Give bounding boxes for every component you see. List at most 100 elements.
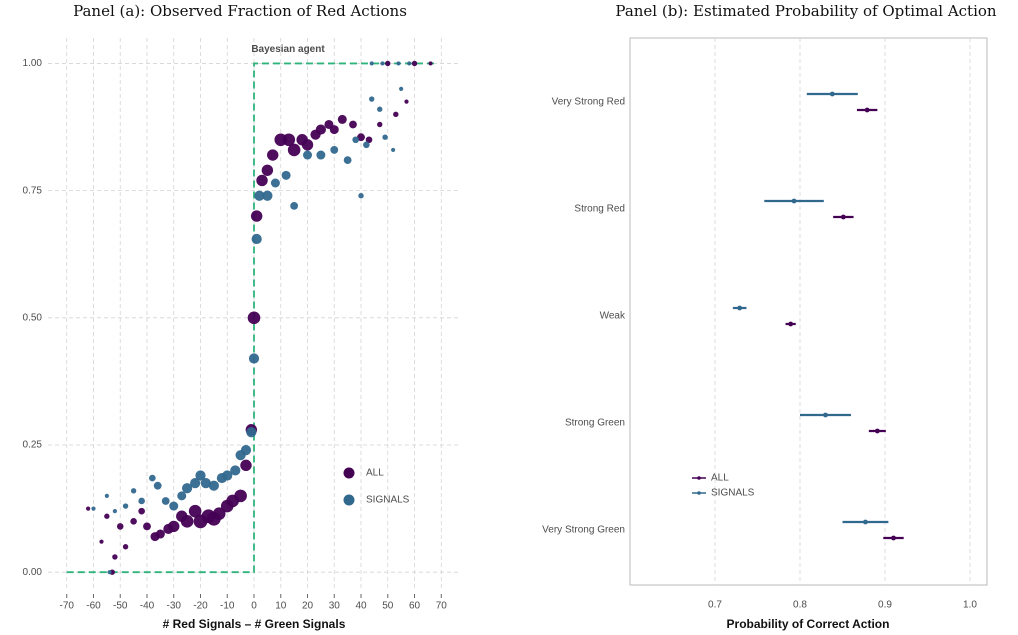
bubble [86, 506, 91, 511]
bubble [130, 488, 137, 494]
legend-label: ALL [711, 473, 729, 484]
bubble [357, 133, 365, 142]
x-tick-label: 0.8 [793, 600, 807, 611]
x-axis-title: Probability of Correct Action [727, 617, 890, 631]
bubble [182, 483, 193, 494]
point [840, 214, 846, 220]
bubble [337, 114, 347, 124]
bubble [104, 513, 110, 519]
legend-label: ALL [366, 468, 384, 479]
bubble [122, 544, 129, 550]
panel-border [629, 37, 988, 586]
x-tick-label: -40 [140, 601, 155, 612]
bubble [168, 520, 180, 533]
bubble [153, 481, 162, 490]
y-tick-label: Weak [600, 311, 626, 322]
bubble [256, 174, 268, 187]
x-tick-label: 20 [302, 601, 314, 612]
bubble [99, 539, 104, 544]
legend-label: SIGNALS [711, 488, 755, 499]
x-tick-label: -70 [60, 601, 75, 612]
chart-title: Panel (b): Estimated Probability of Opti… [615, 2, 997, 20]
bubble [180, 515, 194, 528]
bubble [104, 493, 109, 498]
bubble [282, 133, 296, 147]
legend-label: SIGNALS [366, 495, 410, 506]
x-tick-label: 0.9 [878, 600, 892, 611]
y-tick-label: 1.00 [23, 58, 43, 69]
bubble [329, 125, 339, 135]
y-tick-label: 0.50 [23, 312, 43, 323]
bubble [246, 427, 257, 438]
y-tick-label: 0.75 [23, 185, 43, 196]
point [823, 412, 828, 418]
x-tick-label: 60 [409, 601, 421, 612]
bubble [267, 149, 279, 161]
bubble [369, 61, 374, 66]
bubble [116, 523, 124, 530]
bubble [190, 478, 201, 489]
point [737, 305, 743, 311]
bubble [230, 465, 241, 476]
bubble [287, 143, 301, 157]
x-tick-label: 0.7 [708, 600, 722, 611]
bubble [240, 459, 252, 472]
bubble [369, 96, 375, 102]
point [863, 519, 868, 525]
x-axis-title: # Red Signals – # Green Signals [163, 617, 346, 631]
bubble [411, 60, 418, 67]
legend-symbol [343, 467, 355, 479]
x-tick-label: 10 [275, 601, 287, 612]
reference-label: Bayesian agent [251, 44, 325, 55]
bubble [290, 201, 299, 210]
point [891, 535, 896, 541]
bubble [149, 474, 156, 482]
x-tick-label: 0 [251, 601, 257, 612]
point [864, 107, 870, 113]
bubble [377, 121, 383, 128]
bubble [138, 497, 145, 505]
bubble [343, 156, 352, 165]
x-tick-label: -50 [113, 601, 128, 612]
legend-symbol [697, 491, 701, 495]
point [791, 198, 797, 204]
bubble [254, 190, 265, 201]
legend-symbol [697, 476, 701, 480]
bubble [248, 353, 260, 364]
bubble [358, 193, 364, 199]
bubble [251, 233, 262, 245]
x-tick-label: 50 [382, 601, 394, 612]
bubble [349, 120, 357, 129]
bubble [250, 210, 263, 222]
bubble [301, 139, 314, 151]
bubble [247, 311, 261, 325]
x-tick-label: 70 [436, 601, 448, 612]
bubble [107, 570, 112, 575]
x-tick-label: -60 [86, 601, 101, 612]
y-tick-label: Strong Green [565, 418, 625, 429]
x-tick-label: 40 [355, 601, 367, 612]
bubble [208, 480, 219, 491]
bubble [316, 150, 326, 160]
y-tick-label: 0.00 [23, 567, 43, 578]
point [829, 91, 835, 97]
bubble [122, 503, 129, 509]
x-tick-label: 30 [329, 601, 341, 612]
legend-symbol [343, 494, 355, 506]
bubble [407, 61, 412, 66]
bubble [188, 504, 202, 518]
y-tick-label: Very Strong Green [542, 525, 625, 536]
bubble [281, 170, 291, 180]
bubble [130, 518, 137, 525]
x-tick-label: 1.0 [963, 600, 977, 611]
x-tick-label: -10 [220, 601, 235, 612]
bubble [377, 106, 383, 112]
x-tick-label: -20 [193, 601, 208, 612]
bubble [396, 61, 401, 66]
bubble [315, 124, 326, 135]
bubble [404, 99, 409, 104]
bubble [352, 136, 359, 144]
bubble [195, 470, 206, 481]
bubble [155, 529, 165, 539]
bubble [365, 136, 373, 144]
